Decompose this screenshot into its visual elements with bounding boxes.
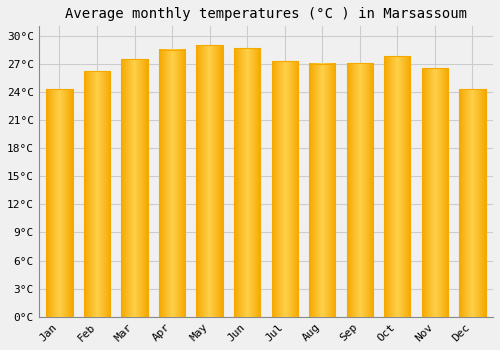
Title: Average monthly temperatures (°C ) in Marsassoum: Average monthly temperatures (°C ) in Ma… [65,7,467,21]
